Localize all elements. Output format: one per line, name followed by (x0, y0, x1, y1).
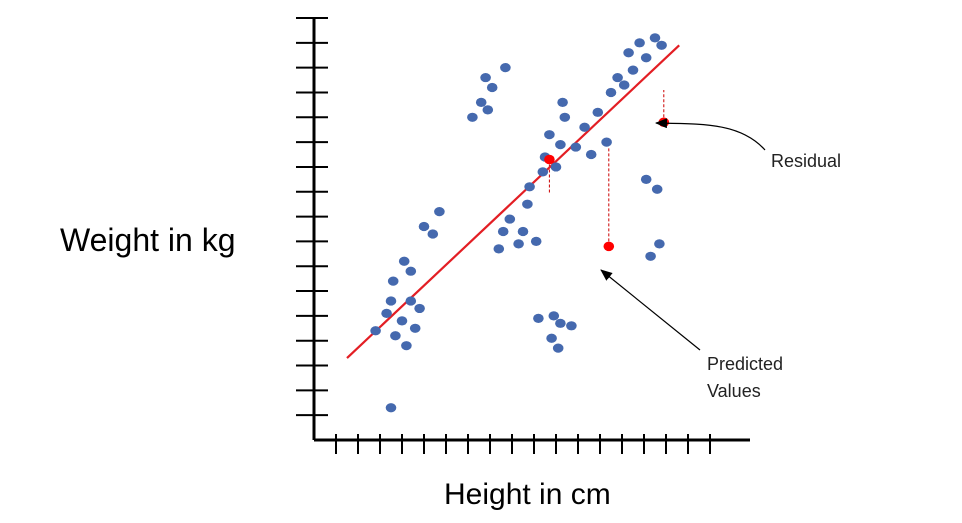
data-point (434, 207, 445, 217)
residual-lines (548, 89, 665, 247)
data-point (405, 266, 417, 276)
axis-ticks (296, 17, 711, 454)
residual-arrow (655, 118, 766, 151)
data-point (585, 149, 597, 160)
predicted-point (544, 154, 555, 165)
data-point (467, 112, 478, 122)
predicted-point (603, 241, 615, 252)
data-point (387, 276, 399, 286)
data-point (649, 33, 661, 43)
data-point (500, 63, 511, 73)
data-point (656, 40, 667, 50)
data-point (414, 303, 425, 314)
data-point (601, 137, 612, 147)
data-point (385, 296, 397, 306)
residual-annotation: Residual (771, 151, 842, 171)
data-point (623, 48, 634, 58)
predicted-points (544, 117, 670, 252)
data-point (427, 229, 439, 239)
predicted-annotation-line2: Values (707, 381, 761, 401)
data-point (513, 239, 524, 249)
data-point (651, 184, 663, 194)
data-point (493, 244, 505, 254)
predicted-annotation-line1: Predicted (707, 354, 784, 374)
data-points (370, 33, 667, 413)
data-point (482, 105, 494, 115)
data-point (550, 162, 562, 172)
predicted-arrow (600, 269, 701, 351)
data-point (418, 221, 430, 232)
data-point (385, 403, 397, 413)
y-axis-label: Weight in kg (60, 222, 236, 258)
data-point (618, 80, 630, 90)
data-point (530, 236, 542, 247)
data-point (557, 97, 568, 107)
data-point (405, 296, 417, 306)
data-point (537, 167, 549, 177)
data-point (544, 130, 555, 140)
data-point (640, 174, 652, 184)
data-point (381, 308, 392, 318)
data-point (396, 316, 408, 326)
data-point (533, 313, 544, 323)
fit-line (346, 44, 680, 359)
data-point (592, 107, 604, 117)
data-point (570, 142, 582, 152)
data-point (497, 226, 509, 237)
data-point (390, 331, 401, 341)
data-point (524, 182, 535, 192)
regression-line (346, 44, 680, 359)
data-point (548, 311, 560, 321)
annotation-arrows (600, 118, 766, 351)
predicted-values-annotation: Predicted Values (707, 351, 783, 405)
data-point (555, 318, 566, 328)
data-point (409, 323, 421, 333)
data-point (370, 326, 381, 336)
data-point (559, 112, 571, 122)
data-point (401, 341, 412, 351)
data-point (522, 199, 533, 209)
data-point (627, 65, 639, 75)
x-axis-label: Height in cm (444, 478, 611, 511)
data-point (475, 97, 487, 107)
data-point (612, 72, 623, 83)
data-point (517, 226, 529, 237)
data-point (640, 53, 652, 63)
data-point (398, 256, 410, 266)
data-point (555, 140, 566, 150)
data-point (486, 82, 498, 93)
axes (312, 18, 750, 442)
data-point (579, 122, 590, 132)
data-point (552, 343, 564, 353)
data-point (546, 333, 557, 343)
data-point (566, 321, 577, 331)
predicted-point (658, 117, 670, 128)
data-point (504, 214, 516, 224)
data-point (634, 38, 645, 48)
data-point (480, 72, 491, 83)
data-point (605, 87, 617, 98)
data-point (645, 251, 656, 261)
data-point (654, 239, 665, 249)
